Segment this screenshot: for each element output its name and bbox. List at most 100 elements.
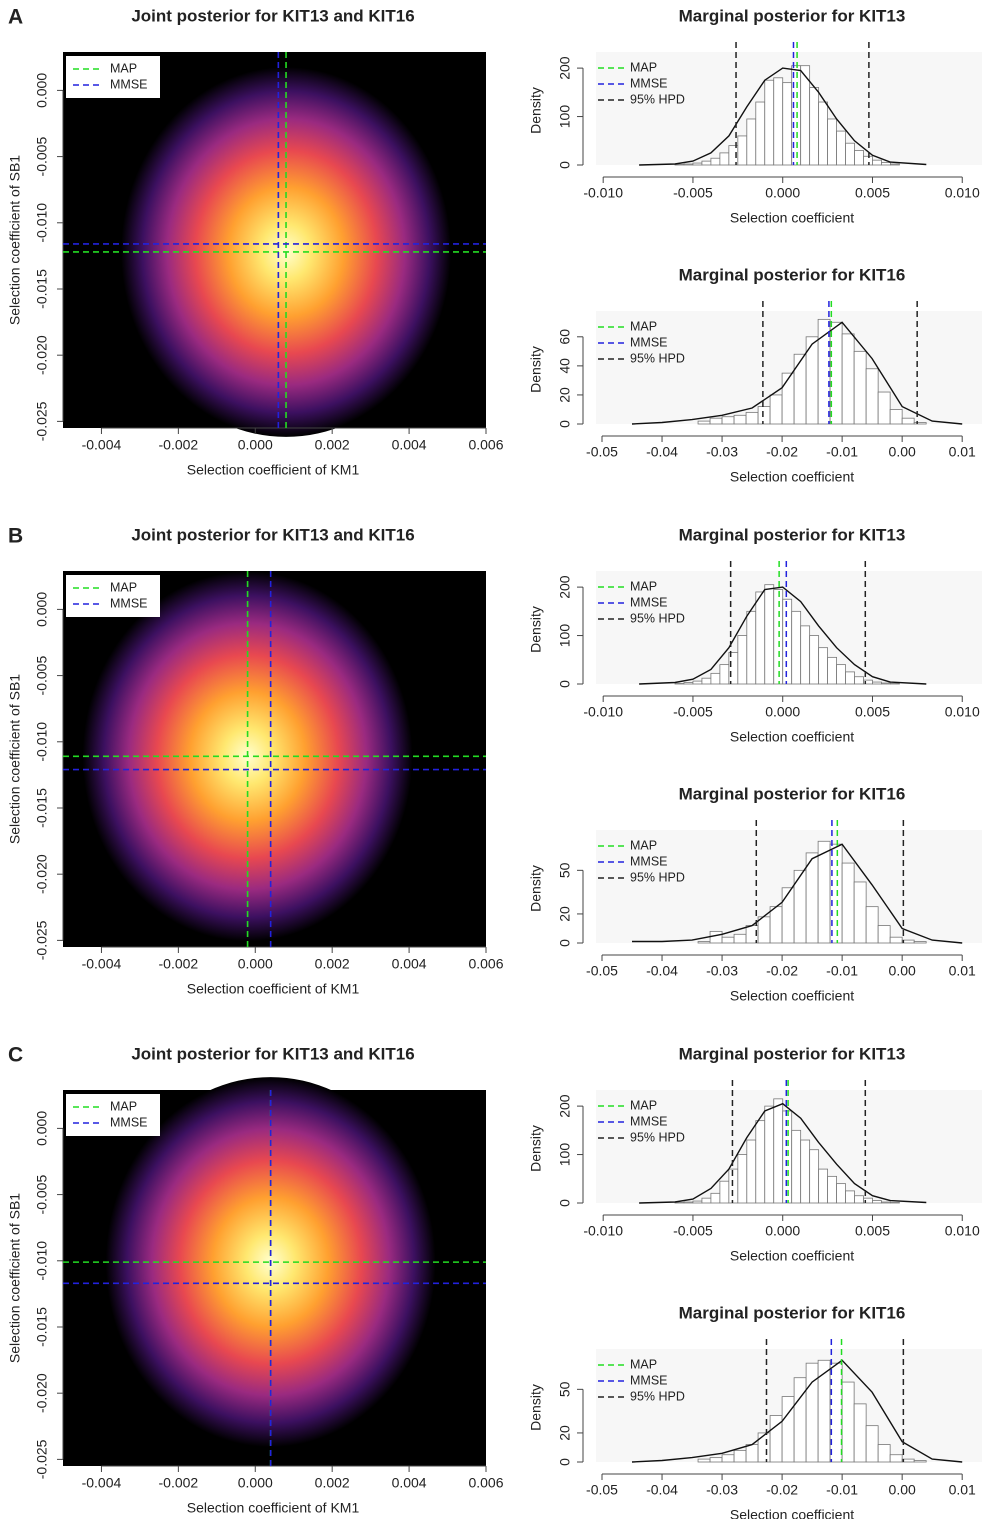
x-tick-label: -0.002 <box>159 1475 199 1491</box>
x-tick-label: -0.03 <box>706 1482 738 1498</box>
histogram-bar <box>737 135 748 166</box>
x-axis-label: Selection coefficient of KM1 <box>187 1500 360 1516</box>
chart-title: Joint posterior for KIT13 and KIT16 <box>131 1044 414 1063</box>
histogram-bar <box>755 591 766 685</box>
x-tick-label: -0.010 <box>583 185 623 201</box>
histogram-bar <box>817 1359 831 1463</box>
histogram-bar <box>872 159 882 166</box>
legend-label: 95% HPD <box>630 351 685 365</box>
histogram-bar <box>701 160 712 166</box>
histogram-bar <box>781 1396 795 1463</box>
y-tick-label: -0.010 <box>34 1241 50 1281</box>
histogram-bar <box>697 420 711 425</box>
x-tick-label: -0.004 <box>82 1475 122 1491</box>
histogram-bar <box>701 1197 712 1204</box>
histogram-bar <box>745 411 759 425</box>
density-curve <box>639 1102 927 1204</box>
histogram-bar <box>719 152 730 166</box>
histogram-bar <box>737 635 748 685</box>
histogram-bar <box>818 1168 828 1204</box>
histogram-bar <box>827 1175 837 1204</box>
chart-title: Marginal posterior for KIT13 <box>679 6 906 25</box>
legend-box <box>66 575 160 617</box>
legend-label: MMSE <box>630 595 668 609</box>
y-tick-label: -0.025 <box>34 401 50 441</box>
x-tick-label: -0.01 <box>826 963 858 979</box>
x-tick-label: 0.006 <box>468 437 503 453</box>
x-tick-label: 0.00 <box>889 963 916 979</box>
histogram-bar <box>733 414 747 425</box>
histogram-bar <box>745 1444 759 1463</box>
histogram-bar <box>782 82 793 166</box>
x-tick-label: -0.02 <box>766 963 798 979</box>
legend-label: MMSE <box>630 335 668 349</box>
histogram-bar <box>889 1454 903 1463</box>
y-tick-label: 200 <box>557 575 573 599</box>
y-axis-label: Density <box>528 606 544 653</box>
legend-label: MMSE <box>110 77 148 91</box>
histogram-bar <box>791 1129 802 1204</box>
y-tick-label: 40 <box>557 358 573 374</box>
histogram-bar <box>793 1377 807 1463</box>
histogram-bar <box>805 1362 819 1463</box>
x-tick-label: 0.01 <box>949 963 976 979</box>
x-tick-label: 0.004 <box>392 956 427 972</box>
x-tick-label: 0.01 <box>949 444 976 460</box>
histogram-bar <box>683 1201 694 1204</box>
histogram-bar <box>854 1195 864 1204</box>
x-tick-label: 0.00 <box>889 444 916 460</box>
x-tick-label: 0.006 <box>468 956 503 972</box>
histogram-bar <box>755 1120 766 1204</box>
histogram-bar <box>721 936 735 944</box>
x-tick-label: -0.005 <box>673 704 713 720</box>
x-tick-label: 0.00 <box>889 1482 916 1498</box>
histogram-bar <box>800 625 811 685</box>
histogram-bar <box>710 1192 721 1204</box>
y-tick-label: 0 <box>557 1199 573 1207</box>
histogram-bar <box>709 1457 723 1463</box>
panel-label: B <box>8 525 23 548</box>
x-tick-label: -0.005 <box>673 185 713 201</box>
histogram-bar <box>746 610 757 685</box>
histogram-bar <box>746 1139 757 1204</box>
y-tick-label: 0 <box>557 161 573 169</box>
x-axis-label: Selection coefficient <box>730 1507 854 1519</box>
chart-title: Joint posterior for KIT13 and KIT16 <box>131 6 414 25</box>
legend-label: 95% HPD <box>630 611 685 625</box>
histogram-bar <box>710 157 721 166</box>
x-tick-label: 0.000 <box>765 185 800 201</box>
y-tick-label: -0.025 <box>34 920 50 960</box>
y-tick-label: 0 <box>557 420 573 428</box>
y-axis-label: Selection coefficient of SB1 <box>7 674 23 844</box>
histogram-bar <box>764 584 775 685</box>
y-tick-label: 50 <box>557 1381 573 1397</box>
legend-label: MMSE <box>630 1114 668 1128</box>
x-tick-label: 0.005 <box>855 704 890 720</box>
x-axis-label: Selection coefficient of KM1 <box>187 462 360 478</box>
x-axis-label: Selection coefficient <box>730 988 854 1004</box>
histogram-bar <box>845 142 855 166</box>
y-tick-label: 0 <box>557 680 573 688</box>
histogram-bar <box>853 881 867 944</box>
x-axis-label: Selection coefficient <box>730 1248 854 1264</box>
chart-title: Marginal posterior for KIT13 <box>679 1044 906 1063</box>
histogram-bar <box>827 656 837 685</box>
legend-label: MAP <box>630 1357 657 1371</box>
histogram-bar <box>710 672 721 685</box>
histogram-bar <box>827 118 837 166</box>
y-tick-label: 200 <box>557 56 573 80</box>
x-tick-label: -0.03 <box>706 444 738 460</box>
histogram-bar <box>841 333 855 425</box>
density-curve <box>631 321 963 425</box>
histogram-bar <box>890 163 900 166</box>
y-tick-label: 100 <box>557 105 573 129</box>
y-tick-label: -0.015 <box>34 788 50 828</box>
x-tick-label: -0.010 <box>583 704 623 720</box>
chart-title: Marginal posterior for KIT16 <box>679 265 906 284</box>
x-tick-label: 0.002 <box>315 1475 350 1491</box>
y-tick-label: -0.020 <box>34 854 50 894</box>
legend-box <box>66 1094 160 1136</box>
y-tick-label: 0.000 <box>34 73 50 108</box>
legend-label: MAP <box>110 61 137 75</box>
histogram-bar <box>733 1449 747 1463</box>
